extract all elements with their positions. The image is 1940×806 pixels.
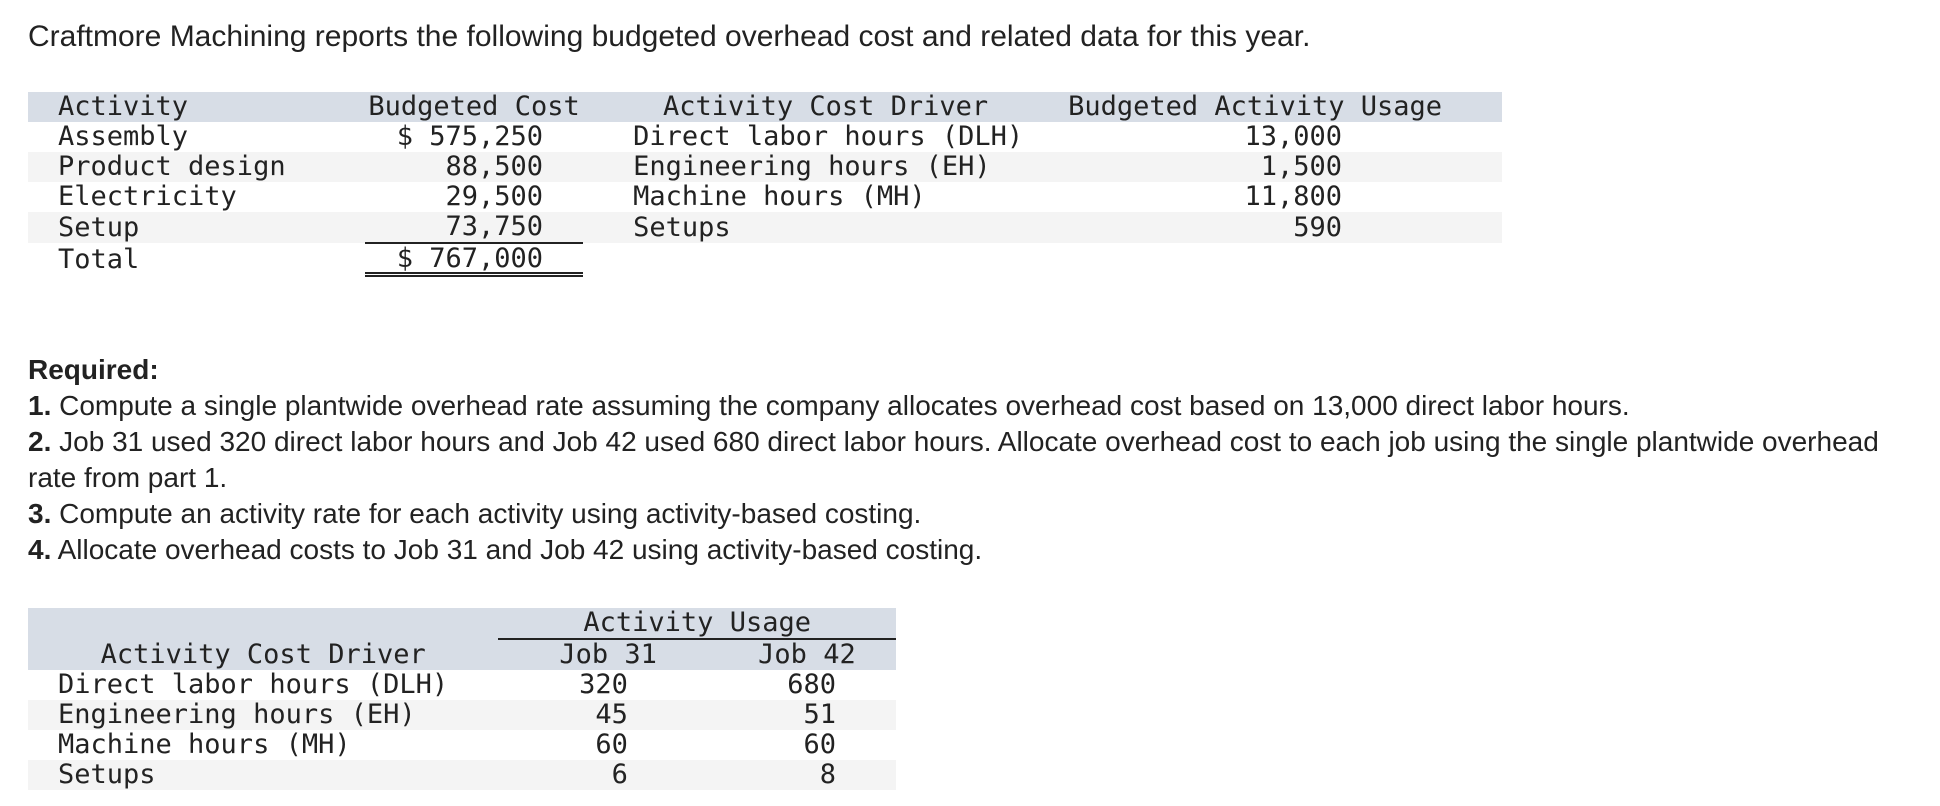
usage-cell: 1,500 [1068, 152, 1502, 182]
required-heading: Required: [28, 354, 159, 385]
table-row: Engineering hours (EH) 45 51 [28, 700, 896, 730]
header-budgeted-activity-usage: Budgeted Activity Usage [1068, 92, 1502, 122]
activity-cell: Setup [28, 212, 366, 243]
driver-cell: Setups [583, 212, 1069, 243]
header-budgeted-cost: Budgeted Cost [365, 92, 584, 122]
intro-text: Craftmore Machining reports the followin… [28, 20, 1311, 53]
header-job-42: Job 42 [717, 639, 896, 670]
driver-cell: Direct labor hours (DLH) [58, 669, 449, 700]
total-row: Total $ 767,000 [28, 243, 1502, 277]
item-number: 4. [28, 534, 52, 565]
item-number: 2. [28, 426, 52, 457]
item-number: 3. [28, 498, 52, 529]
usage-cell: 590 [1068, 212, 1502, 243]
usage-cell: 11,800 [1244, 181, 1342, 212]
item-text: Job 31 used 320 direct labor hours and J… [28, 426, 1879, 493]
item-text: Compute a single plantwide overhead rate… [51, 390, 1630, 421]
table-header-row: Activity Cost Driver Job 31 Job 42 [28, 639, 896, 670]
item-text: Allocate overhead costs to Job 31 and Jo… [51, 534, 983, 565]
table-row: Product design 88,500 Engineering hours … [28, 152, 1502, 182]
table-row: Setup 73,750 Setups 590 [28, 211, 1502, 244]
total-cost: $ 767,000 [365, 245, 584, 277]
cost-cell: 88,500 [445, 151, 544, 182]
activity-usage-table: Activity Usage Activity Cost Driver Job … [28, 608, 896, 790]
item-text: Compute an activity rate for each activi… [51, 498, 922, 529]
cost-cell: $ 575,250 [396, 121, 544, 152]
table-row: Direct labor hours (DLH) 320 680 [28, 670, 896, 700]
driver-cell: Setups [28, 760, 499, 790]
driver-cell: Machine hours (MH) [633, 181, 926, 212]
table-row: Setups 6 8 [28, 760, 896, 790]
job31-cell: 6 [498, 760, 718, 790]
table-row: Machine hours (MH) 60 60 [28, 730, 896, 760]
driver-cell: Machine hours (MH) [58, 729, 351, 760]
header-activity-usage: Activity Usage [498, 608, 896, 640]
header-job-31: Job 31 [498, 639, 718, 670]
driver-cell: Direct labor hours (DLH) [633, 121, 1024, 152]
total-label: Total [58, 244, 140, 275]
budgeted-overhead-table: Activity Budgeted Cost Activity Cost Dri… [28, 92, 1502, 277]
table-row: Assembly $ 575,250 Direct labor hours (D… [28, 122, 1502, 152]
job42-cell: 51 [717, 700, 896, 730]
driver-cell: Engineering hours (EH) [583, 152, 1069, 182]
usage-cell: 13,000 [1244, 121, 1342, 152]
table-group-header-row: Activity Usage [28, 608, 896, 640]
job31-cell: 60 [595, 729, 628, 760]
job42-cell: 60 [803, 729, 836, 760]
job31-cell: 320 [579, 669, 628, 700]
activity-cell: Product design [28, 152, 366, 182]
required-item: 3. Compute an activity rate for each act… [28, 496, 1908, 532]
cost-cell: 29,500 [445, 181, 544, 212]
activity-cell: Electricity [58, 181, 237, 212]
required-item: 4. Allocate overhead costs to Job 31 and… [28, 532, 1908, 568]
item-number: 1. [28, 390, 52, 421]
job42-cell: 680 [787, 669, 836, 700]
required-item: 1. Compute a single plantwide overhead r… [28, 388, 1908, 424]
activity-cell: Assembly [58, 121, 189, 152]
table-row: Electricity 29,500 Machine hours (MH) 11… [28, 182, 1502, 212]
header-activity: Activity [28, 92, 366, 122]
table-header-row: Activity Budgeted Cost Activity Cost Dri… [28, 92, 1502, 122]
cost-cell: 73,750 [445, 211, 544, 242]
header-activity-cost-driver: Activity Cost Driver [583, 92, 1069, 122]
job31-cell: 45 [498, 700, 718, 730]
driver-cell: Engineering hours (EH) [28, 700, 499, 730]
job42-cell: 8 [717, 760, 896, 790]
required-item: 2. Job 31 used 320 direct labor hours an… [28, 424, 1908, 496]
required-section: Required: 1. Compute a single plantwide … [28, 352, 1908, 568]
header-activity-cost-driver: Activity Cost Driver [28, 639, 499, 670]
